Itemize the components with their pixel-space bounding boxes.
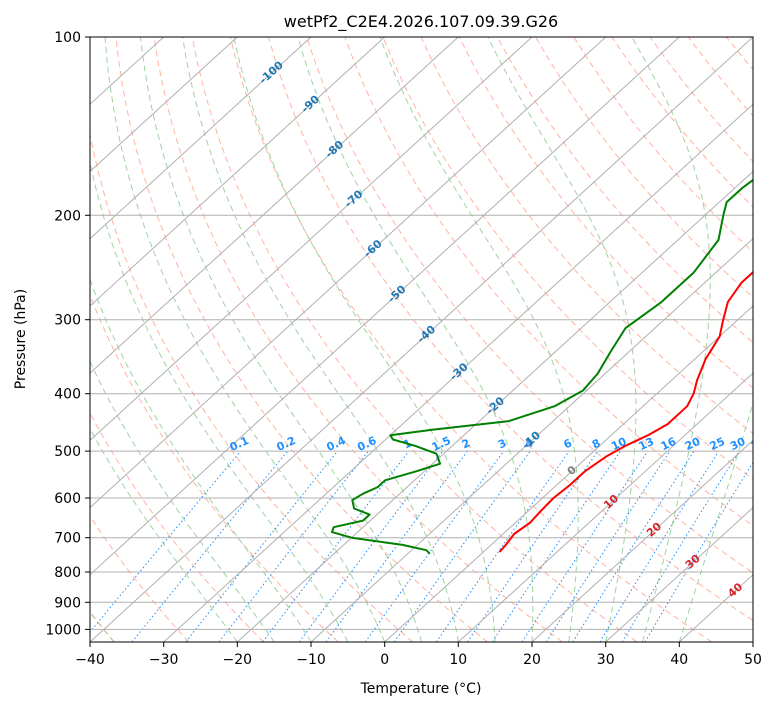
moist-adiabat [379,37,579,642]
x-tick-label: 50 [744,652,762,668]
y-tick-label: 600 [54,491,81,507]
x-tick-label: 20 [523,652,541,668]
x-axis: −40 −30 −20 −10 0 10 20 30 40 50 [75,642,762,668]
y-tick-label: 400 [54,387,81,403]
isotherm [605,506,753,642]
dry-adiabat [306,37,753,574]
y-tick-label: 300 [54,313,81,329]
mixing-ratio-line [131,450,288,642]
mixing-ratio-line [364,450,505,642]
mixing-ratio-line [298,450,444,642]
mixing-ratio-label: 16 [659,435,679,453]
mixing-ratio-line [185,450,338,642]
mixing-ratio-label: 30 [728,435,748,453]
dry-adiabat [115,37,488,642]
dry-adiabat [535,37,753,298]
moist-adiabat [487,37,637,642]
x-tick-label: −10 [296,652,326,668]
mixing-ratio-line [491,450,621,642]
isotherm [457,372,753,642]
isotherm [90,37,607,509]
mixing-ratio-label: 25 [708,435,727,453]
dry-adiabat [90,515,190,642]
moist-adiabat [90,160,349,642]
mixing-ratio-line [467,450,599,642]
dry-adiabat [90,412,264,642]
y-tick-label: 500 [54,444,81,460]
isotherm [163,103,753,642]
x-tick-label: 10 [449,652,467,668]
mixing-ratio-line [572,450,695,642]
moist-adiabat [678,401,753,642]
plot-frame [89,36,754,643]
y-tick-label: 700 [54,531,81,547]
isotherm [90,37,238,173]
y-axis-label: Pressure (hPa) [13,289,29,389]
isotherm [90,37,533,442]
x-tick-label: 40 [670,652,688,668]
y-axis: 1000 900 800 700 600 500 400 300 200 100 [45,30,90,638]
y-tick-label: 100 [54,30,81,46]
moist-adiabat [233,37,496,642]
isotherm [90,37,753,642]
moist-adiabats [90,37,753,642]
dry-adiabat [191,37,638,642]
x-tick-label: −30 [149,652,179,668]
dry-adiabat [90,131,414,642]
mixing-ratio-line [325,450,468,642]
isotherm [90,37,386,307]
pressure-gridlines [90,37,753,630]
mixing-ratio-line [545,450,671,642]
temperature-line [498,270,753,553]
isotherm [90,37,312,240]
x-tick-label: 30 [597,652,615,668]
moist-adiabat [140,37,422,642]
mixing-ratio-label: 10 [609,435,629,453]
moist-adiabat [104,37,386,642]
y-tick-label: 900 [54,595,81,611]
isotherm [236,170,753,642]
isotherm [531,439,753,642]
isotherm [90,37,680,576]
dry-adiabat [153,37,563,642]
dry-adiabat [382,37,753,481]
y-tick-label: 200 [54,208,81,224]
isotherm [384,305,753,642]
mixing-ratio-line [90,450,242,633]
isotherm [90,37,459,374]
mixing-ratio-lines [90,450,753,642]
isotherms [90,37,753,642]
chart-title: wetPf2_C2E4.2026.107.09.39.G26 [284,12,558,32]
isotherm [310,237,753,642]
y-tick-label: 1000 [45,622,81,638]
moist-adiabat [90,427,238,642]
profile-series [331,178,753,555]
mixing-ratio-line [435,450,570,642]
mixing-ratio-line [262,450,410,642]
mixing-ratio-line [621,450,740,642]
y-tick-label: 800 [54,565,81,581]
moist-adiabat [182,37,459,642]
x-axis-label: Temperature (°C) [360,681,482,697]
x-tick-label: 0 [380,652,389,668]
moist-adiabat [631,37,711,642]
x-tick-label: −40 [75,652,105,668]
dry-adiabat [268,37,753,622]
x-tick-label: −20 [223,652,253,668]
mixing-ratio-label: 20 [683,435,703,453]
moist-adiabat [297,37,534,642]
mixing-ratio-line [521,450,649,642]
mixing-ratio-label: 36 [749,435,769,453]
dewpoint-line [331,178,753,555]
moist-adiabat [90,360,275,642]
